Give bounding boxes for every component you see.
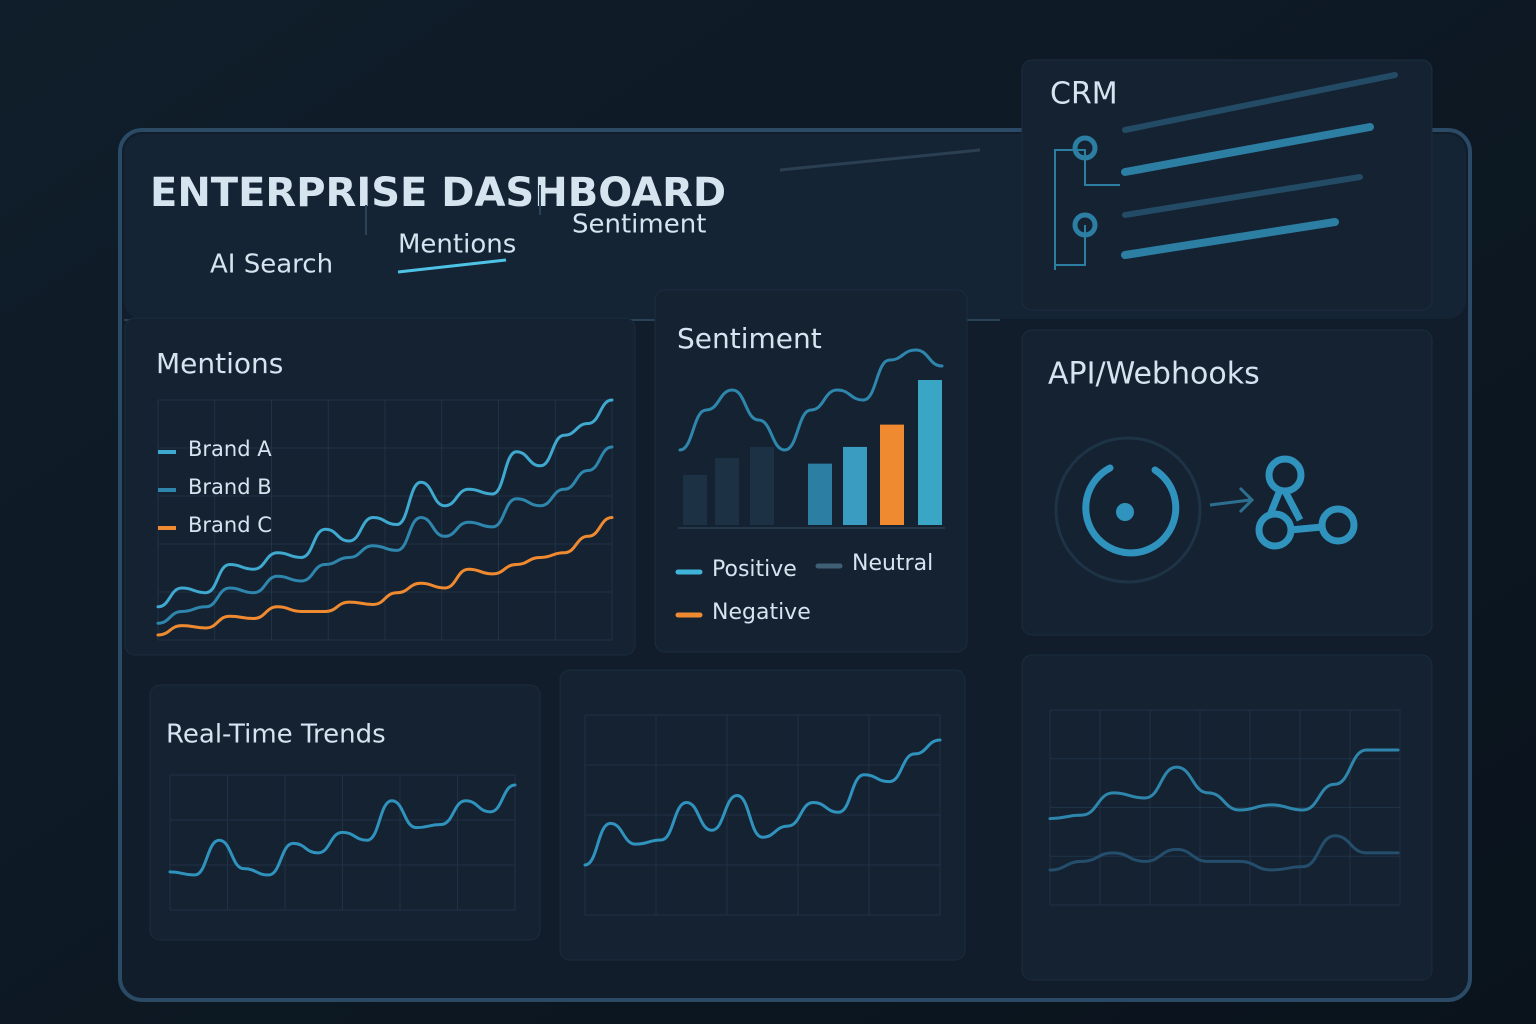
arrow-head <box>1238 486 1255 514</box>
panel-title: Sentiment <box>677 322 822 355</box>
active-tab-underline <box>397 258 507 274</box>
icon-arc <box>1082 464 1180 557</box>
tab[interactable]: Sentiment <box>572 210 706 240</box>
data-line <box>156 516 614 637</box>
data-line <box>156 445 614 625</box>
bar <box>750 446 774 525</box>
data-line <box>1048 748 1400 821</box>
icon-dot <box>1116 503 1134 521</box>
legend-label: Brand B <box>188 475 272 499</box>
webhook-links <box>1266 488 1323 534</box>
data-line <box>678 348 944 452</box>
crm-diagram <box>1054 72 1398 270</box>
sentiment-chart: Positive Neutral Negative <box>675 348 945 625</box>
record-line <box>1122 174 1363 218</box>
node <box>1072 212 1098 238</box>
data-line <box>583 738 942 867</box>
mentions-chart: Brand A Brand B Brand C <box>156 398 614 641</box>
data-line <box>168 783 517 877</box>
node <box>1072 135 1098 161</box>
record-line <box>1122 72 1398 133</box>
record-line <box>1121 218 1339 259</box>
legend-label: Brand A <box>188 437 272 461</box>
panel-title: API/Webhooks <box>1048 357 1260 392</box>
header-decoration <box>779 148 981 172</box>
tab-bar: AI Search Mentions Sentiment <box>210 185 706 280</box>
panel-title: Real-Time Trends <box>166 720 386 750</box>
connector <box>1054 149 1120 270</box>
legend-label: Neutral <box>852 551 933 576</box>
dashboard-title: ENTERPRISE DASHBOARD <box>150 170 726 216</box>
crm-panel <box>1021 59 1433 311</box>
record-line <box>1121 123 1374 176</box>
mentions-panel <box>124 317 636 656</box>
data-line <box>156 398 614 609</box>
bar <box>918 380 942 525</box>
legend-label: Positive <box>712 557 797 582</box>
tab[interactable]: Mentions <box>398 230 516 260</box>
data-line <box>1048 834 1400 872</box>
trends-panel <box>149 684 541 941</box>
icon-ring <box>1054 436 1202 584</box>
tab[interactable]: AI Search <box>210 250 333 280</box>
bar <box>843 446 867 525</box>
bar <box>715 458 739 525</box>
legend-label: Negative <box>712 600 811 625</box>
webhook-node <box>1318 505 1358 545</box>
api-panel <box>1021 329 1433 636</box>
legend-label: Brand C <box>188 513 272 537</box>
panel-title: CRM <box>1050 77 1118 112</box>
panel-title: Mentions <box>156 347 283 380</box>
connector <box>1055 225 1086 266</box>
api-icons <box>1054 436 1358 584</box>
integration-panel <box>1021 654 1433 981</box>
bar <box>880 424 904 525</box>
integration-chart <box>1048 709 1401 906</box>
activity-chart <box>583 714 942 916</box>
arrow <box>1209 498 1251 507</box>
trends-chart <box>168 774 517 911</box>
bar <box>808 463 832 525</box>
bar <box>683 474 707 525</box>
